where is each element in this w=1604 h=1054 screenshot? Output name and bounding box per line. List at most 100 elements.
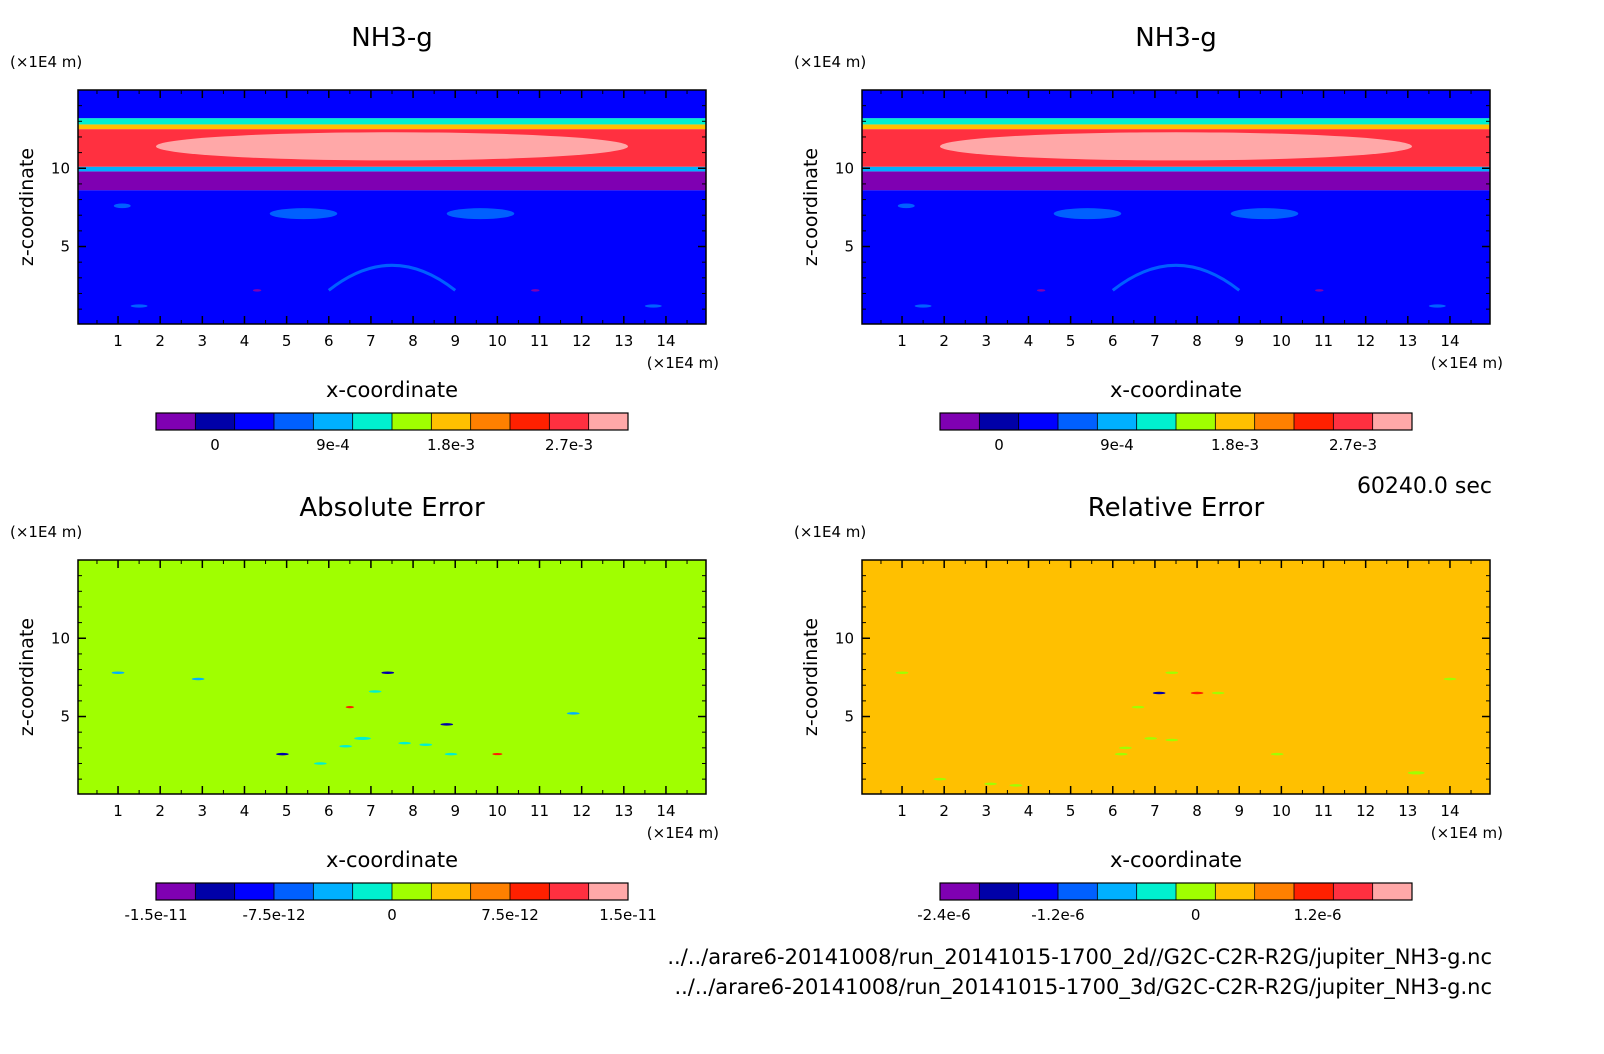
contour-feature-4 [897,203,915,209]
contour-feature-5 [1131,705,1145,709]
colorbar-swatch-9 [510,883,550,900]
contour-feature-14 [314,762,327,765]
y-tick-label: 5 [60,708,70,726]
contour-feature-4 [113,203,131,209]
colorbar-tick-label: -2.4e-6 [917,906,970,924]
contour-band-1 [862,171,1490,191]
colorbar-swatch-2 [1018,883,1058,900]
colorbar-swatch-0 [156,883,196,900]
x-tick-label: 8 [1192,332,1202,350]
x-tick-label: 4 [240,332,250,350]
x-tick-label: 10 [1272,332,1291,350]
x-tick-label: 13 [614,332,633,350]
colorbar-tick-label: -1.5e-11 [125,906,188,924]
contour-band-2 [862,166,1490,172]
file-path-2: ../../arare6-20141008/run_20141015-1700_… [674,975,1492,999]
x-tick-label: 9 [1234,802,1244,820]
contour-feature-11 [1270,752,1284,756]
x-tick-label: 12 [572,802,591,820]
x-unit-label: (×1E4 m) [647,354,719,372]
y-tick-label: 5 [844,238,854,256]
y-axis-label: z-coordinate [16,148,38,266]
colorbar-swatch-8 [470,413,510,430]
colorbar-swatch-10 [549,883,589,900]
colorbar-swatch-0 [940,883,980,900]
colorbar-swatch-6 [1176,413,1216,430]
contour-feature-1 [139,202,645,228]
colorbar-swatch-5 [1136,413,1176,430]
x-tick-label: 7 [366,802,376,820]
contour-band-6 [862,90,1490,119]
contour-band-4 [862,124,1490,130]
y-axis-label: z-coordinate [800,148,822,266]
contour-feature-8 [1165,738,1179,742]
contour-band-2 [78,166,706,172]
x-tick-label: 1 [897,332,907,350]
colorbar-tick-label: 2.7e-3 [545,436,593,454]
plot-area [78,90,706,324]
colorbar-swatch-10 [1333,413,1373,430]
x-tick-label: 8 [408,332,418,350]
contour-feature-3 [1230,208,1299,220]
x-tick-label: 13 [1398,332,1417,350]
file-path-1: ../../arare6-20141008/run_20141015-1700_… [667,945,1492,969]
colorbar-swatch-0 [940,413,980,430]
colorbar-swatch-2 [1018,413,1058,430]
contour-feature-5 [252,289,262,292]
colorbar-swatch-4 [313,883,353,900]
contour-feature-4 [1211,691,1225,695]
x-tick-label: 6 [1108,332,1118,350]
x-tick-label: 6 [1108,802,1118,820]
x-axis-label: x-coordinate [1110,848,1242,872]
contour-band-4 [78,124,706,130]
colorbar-tick-label: 1.8e-3 [427,436,475,454]
x-tick-label: 9 [450,332,460,350]
contour-arc [1111,263,1241,292]
contour-feature-0 [155,132,629,161]
contour-band-5 [78,118,706,125]
x-tick-label: 12 [1356,802,1375,820]
x-tick-label: 12 [1356,332,1375,350]
x-tick-label: 5 [282,802,292,820]
colorbar-tick-label: 9e-4 [316,436,350,454]
x-tick-label: 6 [324,332,334,350]
x-tick-label: 9 [450,802,460,820]
y-unit-label: (×1E4 m) [794,53,866,71]
colorbar-swatch-6 [392,413,432,430]
x-tick-label: 8 [408,802,418,820]
contour-feature-3 [368,690,382,693]
colorbar-swatch-1 [195,883,235,900]
colorbar-swatch-3 [1058,413,1098,430]
contour-feature-8 [1428,304,1446,308]
y-tick-label: 10 [51,629,70,647]
contour-feature-0 [111,671,125,674]
contour-feature-14 [1009,784,1023,787]
x-unit-label: (×1E4 m) [1431,824,1503,842]
x-axis-label: x-coordinate [1110,378,1242,402]
contour-feature-10 [419,743,433,746]
contour-feature-0 [895,671,909,674]
contour-feature-7 [1144,737,1158,740]
colorbar-tick-label: 0 [210,436,220,454]
colorbar-tick-label: 1.8e-3 [1211,436,1259,454]
colorbar-swatch-11 [588,883,628,900]
x-tick-label: 4 [240,802,250,820]
colorbar-swatch-10 [549,413,589,430]
contour-feature-1 [1165,671,1179,674]
x-tick-label: 14 [1440,802,1459,820]
x-tick-label: 8 [1192,802,1202,820]
colorbar-swatch-7 [431,883,471,900]
x-axis-label: x-coordinate [326,378,458,402]
colorbar-swatch-1 [979,413,1019,430]
chart-title: Relative Error [1088,493,1265,523]
plot-area [862,560,1490,794]
contour-band-0 [862,560,1490,794]
contour-feature-10 [1114,752,1128,756]
colorbar-swatch-8 [1254,413,1294,430]
x-tick-label: 13 [1398,802,1417,820]
contour-feature-4 [345,706,355,709]
